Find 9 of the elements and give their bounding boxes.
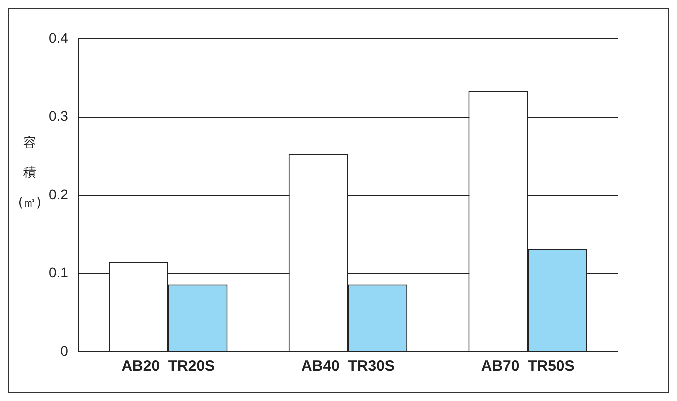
x-tick-label: AB20 TR20S [122, 358, 216, 376]
y-tick-label: 0.2 [48, 186, 69, 202]
y-tick-label: 0.1 [48, 264, 69, 281]
x-tick-label: AB40 TR30S [302, 358, 395, 376]
y-axis-title: 容積(㎥) [17, 135, 43, 213]
x-tick-label: AB70 TR50S [481, 358, 575, 376]
y-tick-label: 0.4 [48, 30, 69, 46]
y-tick-label: 0 [60, 342, 69, 359]
y-tick-label: 0.3 [48, 108, 69, 124]
